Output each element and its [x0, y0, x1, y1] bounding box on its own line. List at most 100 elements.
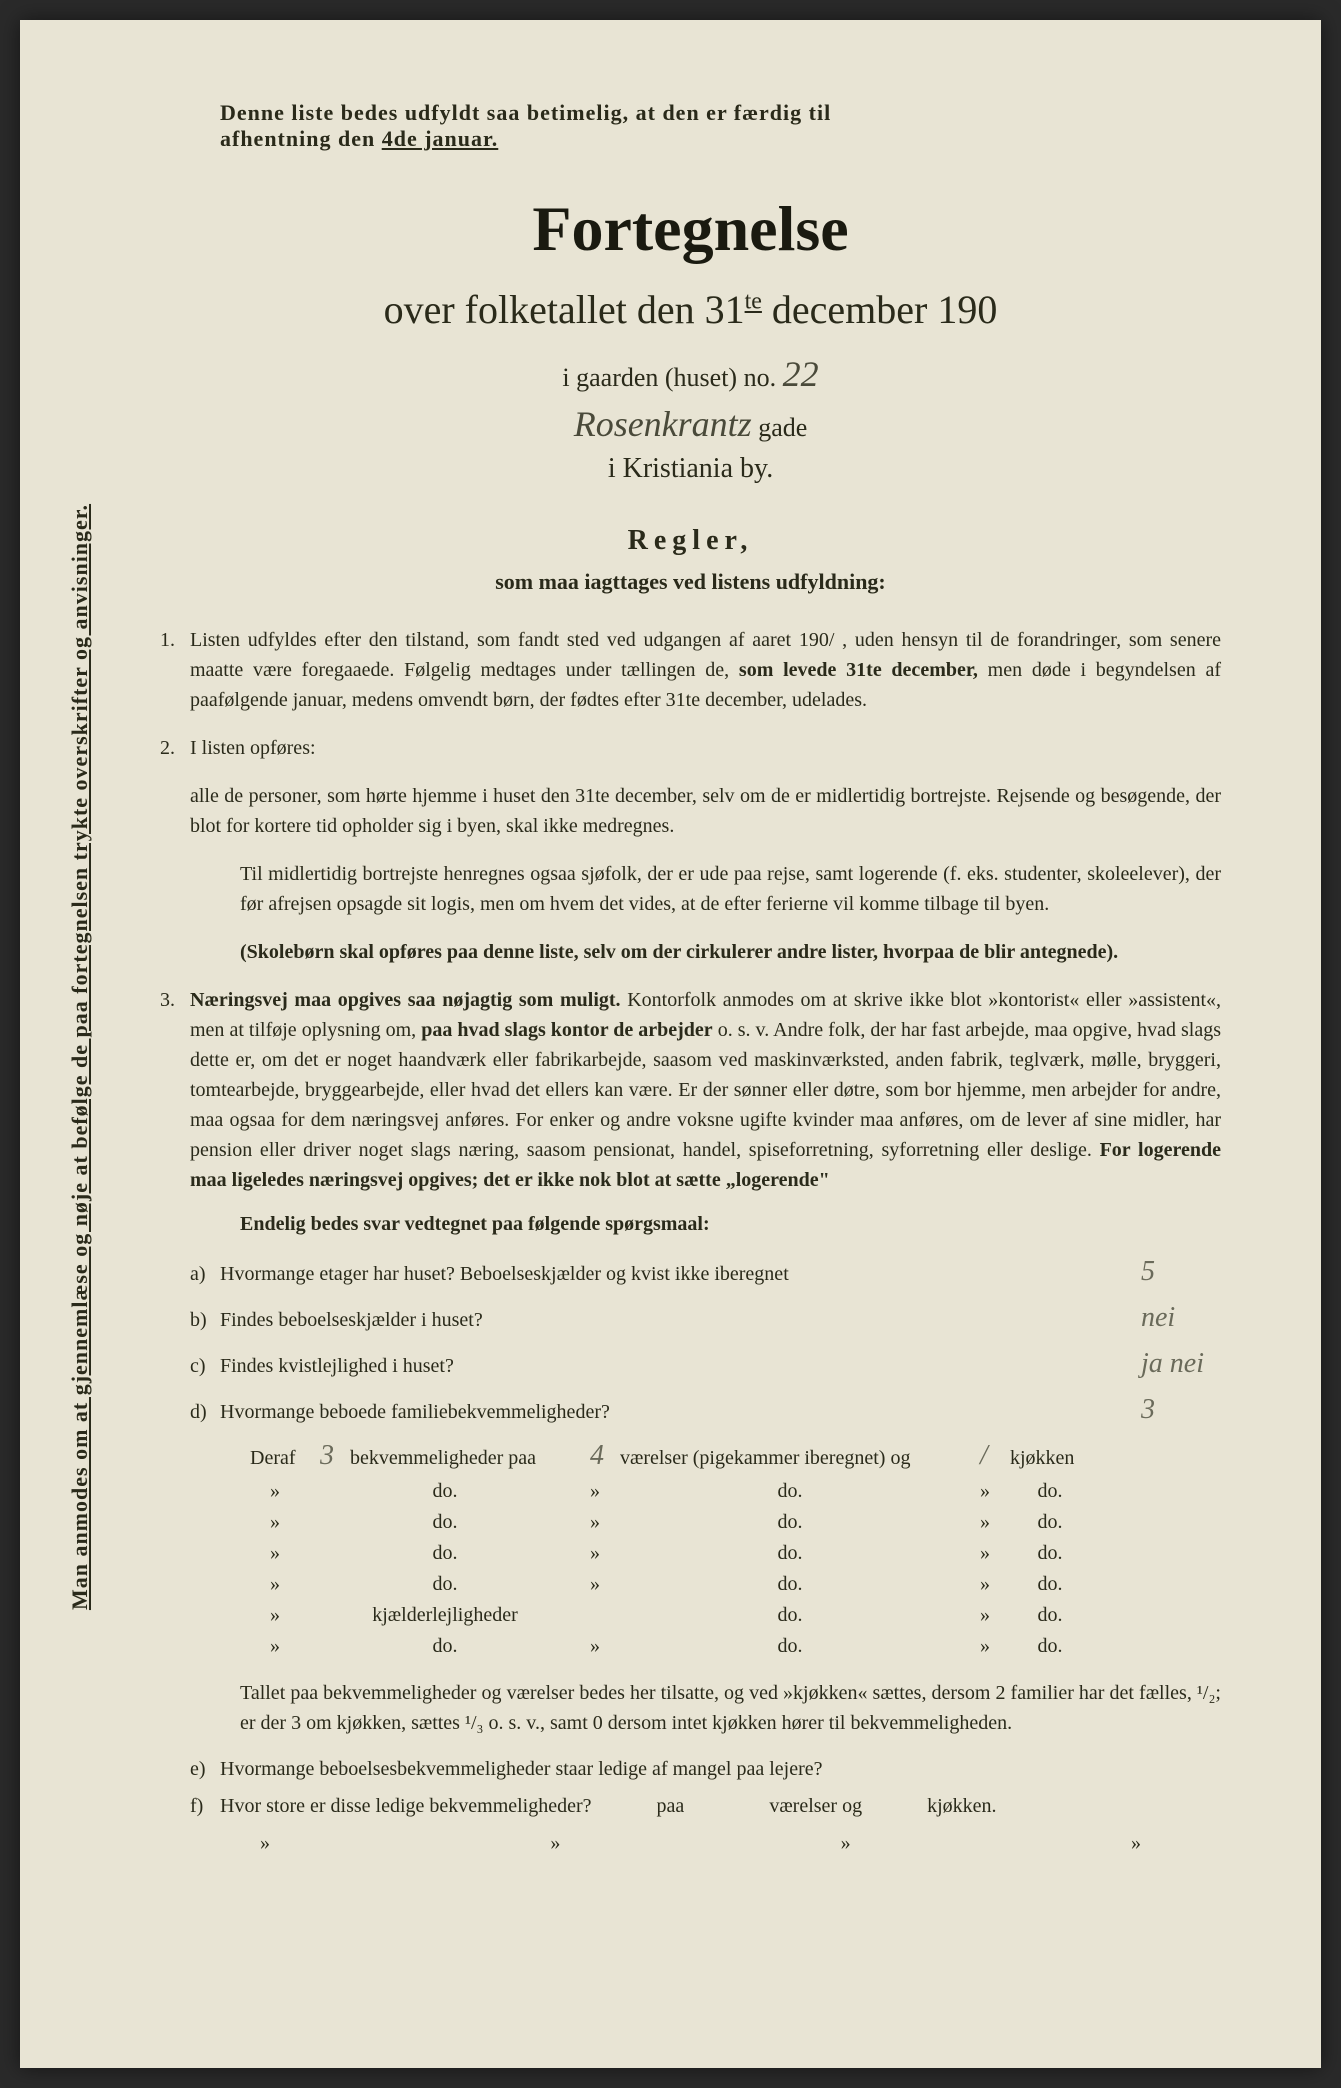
answer-handwritten: nei [1141, 1302, 1221, 1334]
q-text: Hvormange beboede familiebekvemmelighede… [220, 1401, 1121, 1424]
rule-num: 2. [160, 733, 190, 763]
ditto: » [260, 1832, 270, 1855]
answer-handwritten: 3 [1141, 1394, 1221, 1426]
cell: » [970, 1480, 1000, 1503]
th-deraf: Deraf [240, 1447, 310, 1470]
text-part: kjøkken. [927, 1795, 996, 1817]
notice-date: 4de januar. [382, 126, 499, 151]
q-text: Findes beboelseskjælder i huset? [220, 1309, 1121, 1332]
notice-line1: Denne liste bedes udfyldt saa betimelig,… [220, 100, 831, 125]
cell: do. [610, 1573, 970, 1596]
table-row: » do. » do. » do. [240, 1573, 1221, 1596]
text-part: alle de personer, [190, 785, 327, 807]
cell: » [580, 1480, 610, 1503]
ditto: » [841, 1832, 851, 1855]
cell: do. [1000, 1573, 1100, 1596]
q-label: d) [190, 1401, 220, 1424]
table-row: » kjælderlejligheder do. » do. [240, 1604, 1221, 1627]
th-vaer: værelser (pigekammer iberegnet) og [610, 1447, 970, 1470]
question-b: b) Findes beboelseskjælder i huset? nei [190, 1302, 1221, 1334]
city-line: i Kristiania by. [160, 453, 1221, 485]
cell: kjælderlejligheder [310, 1604, 580, 1627]
cell: » [240, 1480, 310, 1503]
cell: » [240, 1604, 310, 1627]
cell: do. [310, 1480, 580, 1503]
question-f: f) Hvor store er disse ledige bekvemmeli… [190, 1795, 1221, 1818]
cell: do. [610, 1511, 970, 1534]
q-text: Hvormange etager har huset? Beboelseskjæ… [220, 1263, 1121, 1286]
main-title: Fortegnelse [160, 192, 1221, 266]
bold-part: paa hvad slags kontor de arbejder [421, 1019, 712, 1041]
rule-num: 3. [160, 985, 190, 1195]
notice-line2a: afhentning den [220, 126, 382, 151]
text-part: værelser og [769, 1795, 862, 1817]
question-a: a) Hvormange etager har huset? Beboelses… [190, 1256, 1221, 1288]
q-label: a) [190, 1263, 220, 1286]
th-bekvem: bekvemmeligheder paa [340, 1447, 580, 1470]
cell: » [580, 1542, 610, 1565]
q-text: Hvormange beboelsesbekvemmeligheder staa… [220, 1758, 1221, 1781]
house-number-handwritten: 22 [783, 354, 819, 394]
rules-title: Regler, [160, 525, 1221, 557]
cell: do. [1000, 1511, 1100, 1534]
question-e: e) Hvormange beboelsesbekvemmeligheder s… [190, 1758, 1221, 1781]
street-suffix: gade [752, 413, 808, 442]
cell: do. [310, 1635, 580, 1658]
cell: do. [1000, 1542, 1100, 1565]
cell: do. [1000, 1635, 1100, 1658]
ditto: » [550, 1832, 560, 1855]
rule-3: 3. Næringsvej maa opgives saa nøjagtig s… [160, 985, 1221, 1195]
text-part: Hvormange [220, 1263, 319, 1285]
bold-part: etager [319, 1263, 368, 1285]
text-part: Hvormange [220, 1401, 319, 1423]
text-part: paa [657, 1795, 685, 1817]
text-part: Hvor store er disse ledige bekvemmelighe… [220, 1795, 592, 1817]
subtitle-sup: te [745, 289, 762, 315]
cell: » [240, 1635, 310, 1658]
street-line: Rosenkrantz gade [160, 403, 1221, 445]
table-row: » do. » do. » do. [240, 1480, 1221, 1503]
rules-subtitle: som maa iagttages ved listens udfyldning… [160, 569, 1221, 595]
cell: do. [310, 1511, 580, 1534]
q-text: Hvor store er disse ledige bekvemmelighe… [220, 1795, 1221, 1818]
q-label: c) [190, 1355, 220, 1378]
q-text: Findes kvistlejlighed i huset? [220, 1355, 1121, 1378]
final-row: » » » » [260, 1832, 1221, 1855]
rule-bold: som levede 31te december, [739, 659, 978, 681]
bold-part: som hørte hjemme i huset den 31te decemb… [327, 785, 991, 807]
cell: » [970, 1511, 1000, 1534]
ditto: » [1131, 1832, 1141, 1855]
q-label: e) [190, 1758, 220, 1781]
cell: » [240, 1511, 310, 1534]
text-part: familiebekvemmeligheder? [386, 1401, 610, 1423]
table-row: » do. » do. » do. [240, 1511, 1221, 1534]
cell: do. [610, 1635, 970, 1658]
rule-2: 2. I listen opføres: [160, 733, 1221, 763]
cell: do. [610, 1480, 970, 1503]
th-hw3: / [970, 1440, 1000, 1472]
cell: » [580, 1635, 610, 1658]
sideways-instruction: Man anmodes om at gjennemlæse og nøje at… [67, 504, 93, 1610]
bold-part: Næringsvej maa opgives saa nøjagtig som … [190, 989, 621, 1011]
subtitle-prefix: over folketallet den 31 [384, 287, 745, 332]
question-d: d) Hvormange beboede familiebekvemmeligh… [190, 1394, 1221, 1426]
rule-text: Næringsvej maa opgives saa nøjagtig som … [190, 985, 1221, 1195]
cell: do. [1000, 1604, 1100, 1627]
text-part: har huset? Beboelseskjælder og kvist [368, 1263, 675, 1285]
rule-2-sub: alle de personer, som hørte hjemme i hus… [190, 781, 1221, 841]
q-label: f) [190, 1795, 220, 1818]
rule-1: 1. Listen udfyldes efter den tilstand, s… [160, 625, 1221, 715]
rule-text: Listen udfyldes efter den tilstand, som … [190, 625, 1221, 715]
answer-handwritten: ja nei [1141, 1348, 1221, 1380]
th-kjok: kjøkken [1000, 1447, 1100, 1470]
q-label: b) [190, 1309, 220, 1332]
house-line: i gaarden (huset) no. 22 [160, 353, 1221, 395]
bottom-note: Tallet paa bekvemmeligheder og værelser … [240, 1678, 1221, 1738]
cell: » [970, 1542, 1000, 1565]
table-header: Deraf 3 bekvemmeligheder paa 4 værelser … [240, 1440, 1221, 1472]
cell: do. [310, 1573, 580, 1596]
cell: » [580, 1573, 610, 1596]
table-row: » do. » do. » do. [240, 1635, 1221, 1658]
cell: do. [310, 1542, 580, 1565]
question-c: c) Findes kvistlejlighed i huset? ja nei [190, 1348, 1221, 1380]
